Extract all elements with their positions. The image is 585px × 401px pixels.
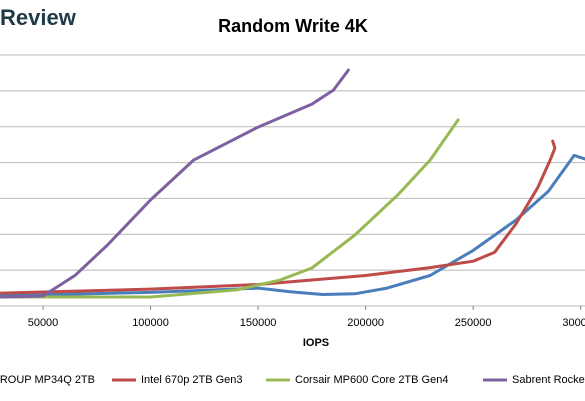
x-tick-label: 200000 [347,317,384,329]
legend-label: Corsair MP600 Core 2TB Gen4 [295,374,448,386]
brand: Review [0,5,77,30]
x-axis-label: IOPS [303,337,329,349]
series-line [0,153,585,297]
series-line [0,68,350,299]
x-tick-label: 300000 [562,317,585,329]
legend-label: Sabrent Rocket [512,374,585,386]
x-tick-label: 150000 [240,317,277,329]
series-line [0,139,557,295]
chart-title: Random Write 4K [218,16,368,36]
x-tick-label: 50000 [28,317,59,329]
legend-label: ROUP MP34Q 2TB [0,374,95,386]
x-tick-label: 100000 [132,317,169,329]
legend-label: Intel 670p 2TB Gen3 [141,374,243,386]
series-line [0,118,460,299]
x-tick-label: 250000 [455,317,492,329]
